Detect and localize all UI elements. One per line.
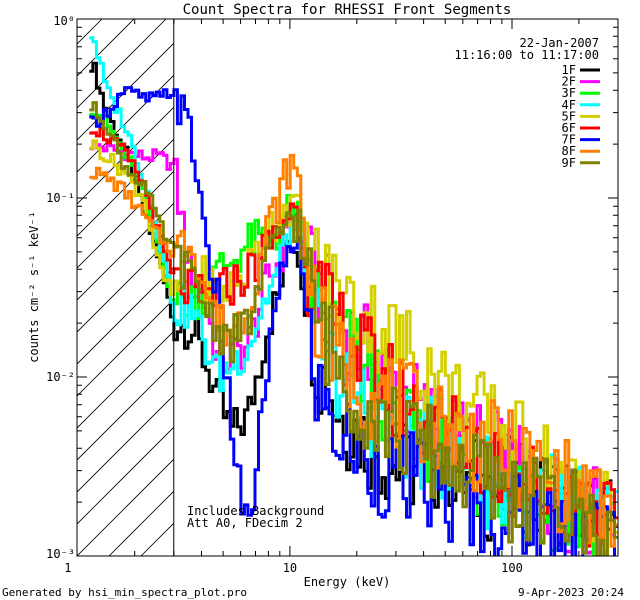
legend-label-2F: 2F [562, 75, 576, 89]
legend-label-1F: 1F [562, 63, 576, 77]
series-layer [89, 36, 618, 556]
legend-label-9F: 9F [562, 156, 576, 170]
plot-frame [76, 18, 619, 557]
series-8F [89, 153, 618, 548]
legend-label-5F: 5F [562, 109, 576, 123]
y-tick-label: 10⁻³ [46, 547, 75, 561]
y-axis-label: counts cm⁻² s⁻¹ keV⁻¹ [27, 211, 41, 363]
date-label: 22-Jan-2007 [520, 36, 599, 50]
legend-label-7F: 7F [562, 133, 576, 147]
annotation-attenuator: Att A0, FDecim 2 [187, 516, 303, 530]
legend-label-8F: 8F [562, 144, 576, 158]
legend-label-6F: 6F [562, 121, 576, 135]
time-range-label: 11:16:00 to 11:17:00 [455, 48, 600, 62]
x-tick-label: 1 [64, 561, 71, 575]
legend-label-3F: 3F [562, 86, 576, 100]
legend-label-4F: 4F [562, 98, 576, 112]
axis-tick-labels: 1 10 100 10⁰ 10⁻¹ 10⁻² 10⁻³ [46, 14, 523, 575]
y-tick-label: 10⁻¹ [46, 191, 75, 205]
series-9F [89, 101, 618, 556]
x-tick-label: 100 [501, 561, 523, 575]
y-tick-label: 10⁰ [53, 14, 75, 28]
tick-marks [77, 18, 619, 557]
timestamp-footer: 9-Apr-2023 20:24 [518, 586, 624, 599]
generated-by-footer: Generated by hsi_min_spectra_plot.pro [2, 586, 247, 599]
axis-ticks [77, 18, 619, 557]
x-axis-label: Energy (keV) [304, 575, 391, 589]
hatch-lines [77, 19, 174, 556]
chart-title: Count Spectra for RHESSI Front Segments [183, 2, 512, 18]
hatched-region [77, 19, 174, 556]
y-tick-label: 10⁻² [46, 370, 75, 384]
x-tick-label: 10 [283, 561, 297, 575]
annotation-background: Includes Background [187, 504, 324, 518]
